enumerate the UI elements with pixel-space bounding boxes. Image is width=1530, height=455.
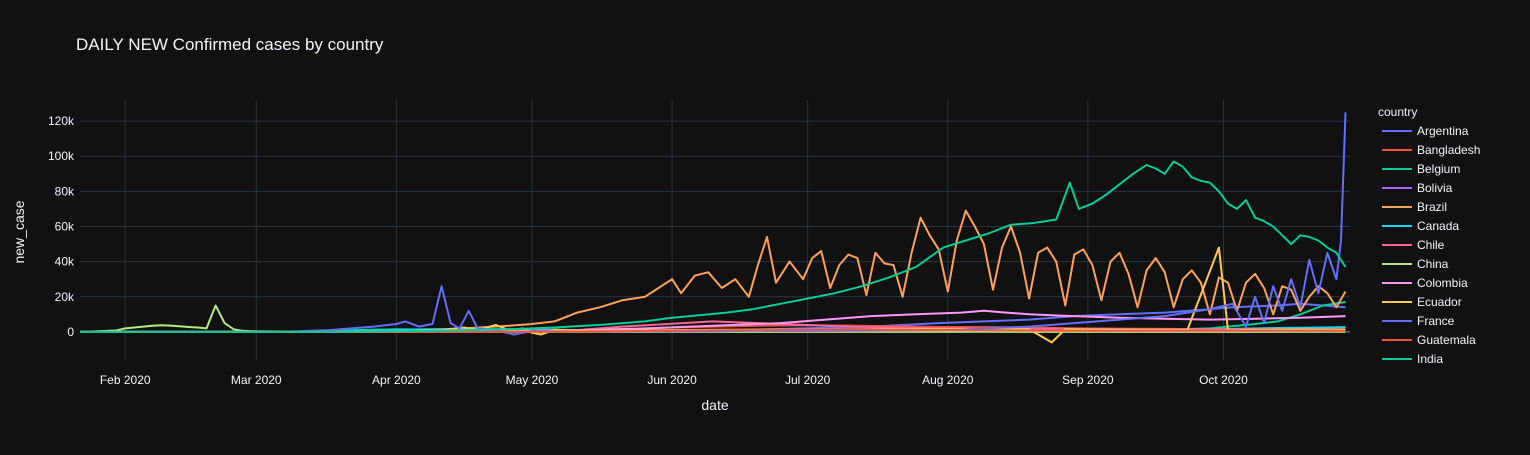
plot-area[interactable]: [79, 112, 1347, 344]
y-tick-label: 120k: [48, 114, 75, 128]
legend-item-chile[interactable]: Chile: [1382, 238, 1445, 252]
legend[interactable]: Argentina Bangladesh Belgium Bolivia Brazil C…: [1382, 124, 1480, 366]
legend-label: China: [1417, 257, 1449, 271]
legend-item-india[interactable]: India: [1382, 352, 1443, 366]
legend-label: Canada: [1417, 219, 1459, 233]
legend-label: Bangladesh: [1417, 143, 1480, 157]
legend-item-ecuador[interactable]: Ecuador: [1382, 295, 1462, 309]
legend-item-france[interactable]: France: [1382, 314, 1455, 328]
y-tick-label: 100k: [48, 149, 75, 163]
x-tick-label: May 2020: [506, 373, 559, 387]
legend-item-brazil[interactable]: Brazil: [1382, 200, 1447, 214]
chart-title: DAILY NEW Confirmed cases by country: [76, 35, 384, 54]
series-line-france[interactable]: [80, 112, 1347, 336]
legend-label: Belgium: [1417, 162, 1460, 176]
y-axis-title: new_case: [11, 200, 27, 263]
x-tick-label: Mar 2020: [231, 373, 282, 387]
y-tick-label: 60k: [55, 219, 75, 233]
x-tick-label: Sep 2020: [1062, 373, 1114, 387]
legend-item-argentina[interactable]: Argentina: [1382, 124, 1469, 138]
series-line-india[interactable]: [80, 160, 1347, 333]
legend-label: India: [1417, 352, 1443, 366]
y-tick-label: 80k: [55, 184, 75, 198]
legend-item-bangladesh[interactable]: Bangladesh: [1382, 143, 1480, 157]
y-tick-label: 0: [67, 325, 74, 339]
x-tick-label: Jun 2020: [647, 373, 697, 387]
legend-item-canada[interactable]: Canada: [1382, 219, 1459, 233]
y-tick-label: 40k: [55, 255, 75, 269]
x-tick-label: Feb 2020: [100, 373, 151, 387]
legend-item-guatemala[interactable]: Guatemala: [1382, 333, 1476, 347]
legend-item-colombia[interactable]: Colombia: [1382, 276, 1468, 290]
legend-label: Argentina: [1417, 124, 1469, 138]
x-axis-title: date: [701, 397, 728, 413]
y-tick-label: 20k: [55, 290, 75, 304]
legend-label: Bolivia: [1417, 181, 1453, 195]
x-tick-label: Apr 2020: [372, 373, 421, 387]
legend-label: Ecuador: [1417, 295, 1462, 309]
axis-ticks: 0 20k 40k 60k 80k 100k 120k Feb 2020 Mar 2020 Apr…: [48, 114, 1248, 387]
legend-label: Brazil: [1417, 200, 1447, 214]
legend-label: France: [1417, 314, 1455, 328]
legend-label: Guatemala: [1417, 333, 1476, 347]
legend-item-belgium[interactable]: Belgium: [1382, 162, 1460, 176]
gridlines: [80, 100, 1350, 360]
x-tick-label: Aug 2020: [922, 373, 974, 387]
legend-label: Colombia: [1417, 276, 1468, 290]
series-line-guatemala[interactable]: [80, 328, 1346, 333]
legend-title: country: [1378, 105, 1417, 119]
x-tick-label: Oct 2020: [1199, 373, 1248, 387]
legend-label: Chile: [1417, 238, 1445, 252]
legend-item-bolivia[interactable]: Bolivia: [1382, 181, 1453, 195]
x-tick-label: Jul 2020: [785, 373, 831, 387]
legend-item-china[interactable]: China: [1382, 257, 1449, 271]
series-line-brazil[interactable]: [80, 209, 1347, 333]
